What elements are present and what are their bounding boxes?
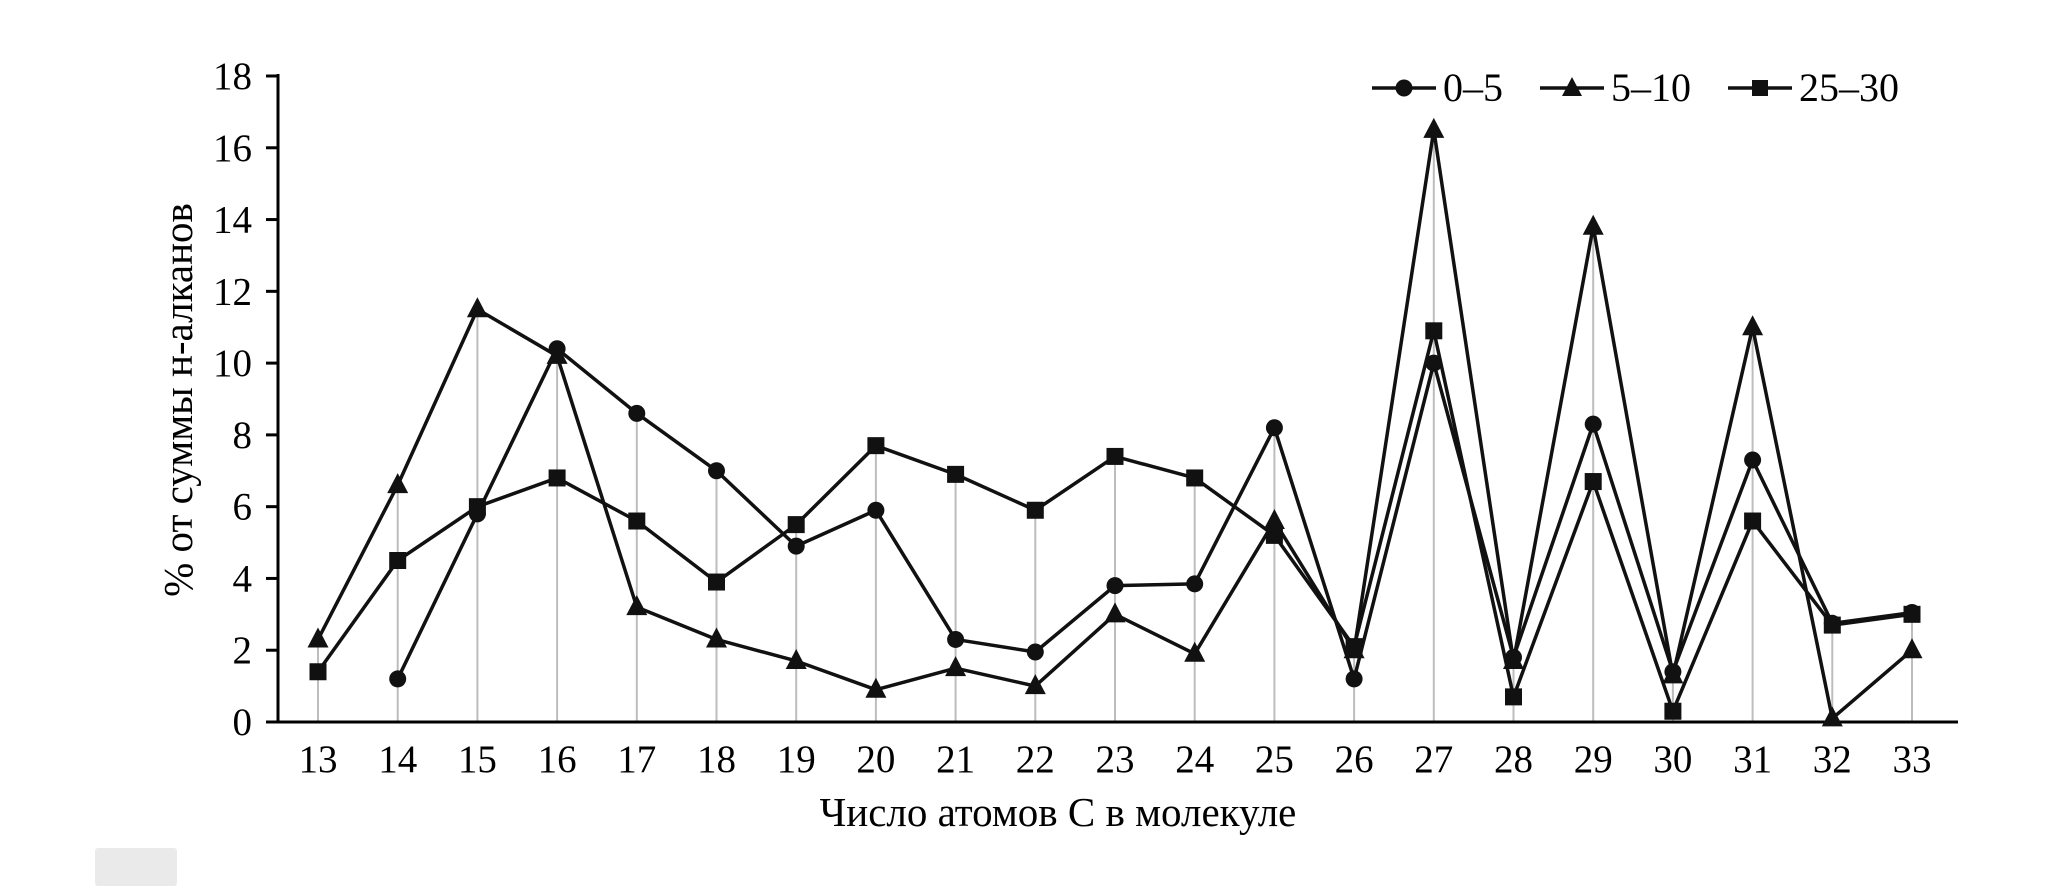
- scan-artifact: [95, 848, 177, 886]
- legend-label: 5–10: [1611, 65, 1691, 110]
- svg-text:29: 29: [1574, 738, 1613, 781]
- svg-text:18: 18: [213, 55, 252, 98]
- legend-item-5-10: 5–10: [1539, 64, 1691, 111]
- svg-text:12: 12: [213, 270, 252, 313]
- svg-text:31: 31: [1733, 738, 1772, 781]
- svg-text:32: 32: [1813, 738, 1852, 781]
- y-axis-title: % от суммы н-алканов: [155, 203, 201, 597]
- svg-text:21: 21: [936, 738, 975, 781]
- svg-text:10: 10: [213, 342, 252, 385]
- svg-text:16: 16: [538, 738, 577, 781]
- svg-text:24: 24: [1175, 738, 1214, 781]
- svg-text:15: 15: [458, 738, 497, 781]
- svg-text:18: 18: [697, 738, 736, 781]
- svg-text:27: 27: [1414, 738, 1453, 781]
- svg-text:2: 2: [233, 629, 253, 672]
- triangle-marker-icon: [1540, 76, 1604, 96]
- svg-text:26: 26: [1335, 738, 1374, 781]
- svg-text:14: 14: [378, 738, 417, 781]
- legend-item-0-5: 0–5: [1371, 64, 1503, 111]
- square-marker-icon: [1728, 79, 1792, 96]
- legend-label: 25–30: [1799, 65, 1899, 110]
- svg-text:20: 20: [856, 738, 895, 781]
- svg-text:30: 30: [1653, 738, 1692, 781]
- svg-text:0: 0: [233, 701, 253, 744]
- legend-label: 0–5: [1443, 65, 1503, 110]
- svg-text:16: 16: [213, 127, 252, 170]
- svg-text:23: 23: [1096, 738, 1135, 781]
- x-axis-title: Число атомов C в молекуле: [819, 789, 1297, 835]
- svg-text:17: 17: [617, 738, 656, 781]
- svg-text:25: 25: [1255, 738, 1294, 781]
- svg-text:33: 33: [1893, 738, 1932, 781]
- circle-marker-icon: [1372, 79, 1436, 96]
- svg-text:19: 19: [777, 738, 816, 781]
- svg-text:4: 4: [233, 557, 253, 600]
- svg-text:22: 22: [1016, 738, 1055, 781]
- svg-text:6: 6: [233, 486, 253, 529]
- svg-text:8: 8: [233, 414, 253, 457]
- svg-text:28: 28: [1494, 738, 1533, 781]
- svg-text:14: 14: [213, 199, 252, 242]
- legend: 0–5 5–10 25–30: [1371, 64, 1899, 111]
- legend-item-25-30: 25–30: [1727, 64, 1899, 111]
- svg-text:13: 13: [299, 738, 338, 781]
